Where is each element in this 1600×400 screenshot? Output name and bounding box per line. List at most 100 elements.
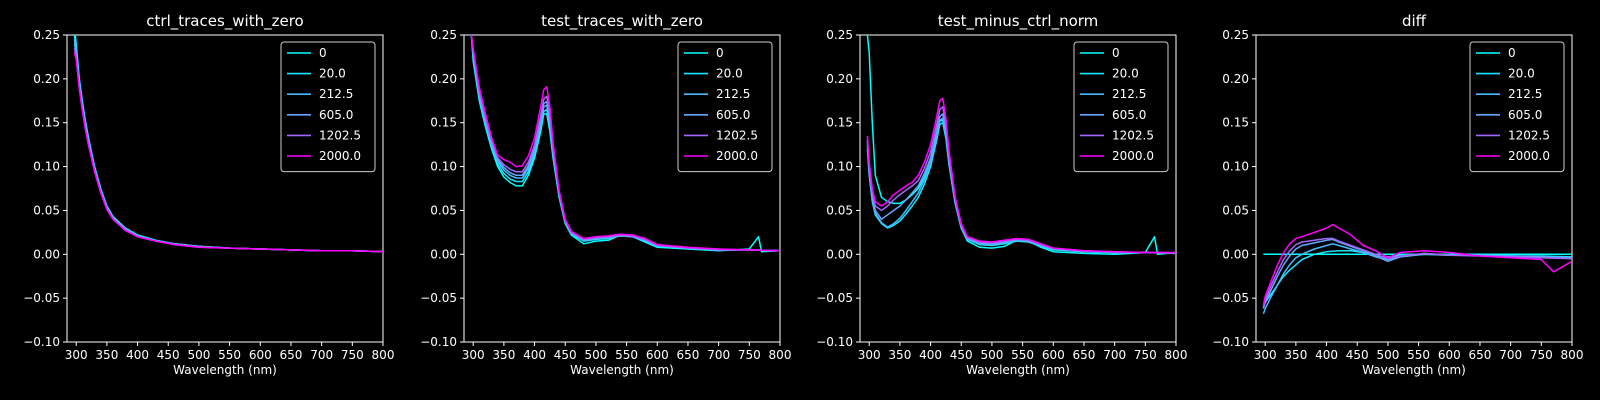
x-tick-label: 650	[677, 348, 700, 362]
y-tick-label: 0.15	[826, 116, 853, 130]
x-tick-label: 750	[341, 348, 364, 362]
legend-label: 212.5	[716, 87, 750, 101]
y-tick-label: 0.10	[1222, 160, 1249, 174]
x-tick-label: 700	[707, 348, 730, 362]
legend-label: 605.0	[1112, 108, 1146, 122]
y-tick-label: 0.10	[430, 160, 457, 174]
x-tick-label: 600	[646, 348, 669, 362]
legend-label: 0	[319, 46, 327, 60]
chart-title: ctrl_traces_with_zero	[146, 12, 303, 31]
x-tick-label: 500	[187, 348, 210, 362]
legend-label: 2000.0	[716, 149, 758, 163]
legend-label: 2000.0	[1112, 149, 1154, 163]
legend-frame	[1469, 41, 1565, 173]
x-tick-label: 400	[126, 348, 149, 362]
x-tick-label: 600	[249, 348, 272, 362]
series-group	[866, 35, 1176, 256]
x-axis-label: Wavelength (nm)	[173, 363, 277, 377]
legend-label: 20.0	[1112, 67, 1139, 81]
legend-label: 605.0	[319, 108, 353, 122]
x-tick-label: 750	[1134, 348, 1157, 362]
y-tick-label: 0.10	[33, 160, 60, 174]
legend: 0 20.0 212.5 605.0 1202.5 2000.0	[677, 41, 773, 173]
x-tick-label: 450	[950, 348, 973, 362]
x-tick-label: 400	[523, 348, 546, 362]
legend-label: 0	[1508, 46, 1516, 60]
chart-panel-4: diff 300 350 400 450 500 550 600 650 700 750 800 −0.…	[1212, 12, 1583, 377]
legend-label: 0	[716, 46, 724, 60]
y-tick-label: 0.20	[33, 72, 60, 86]
series-line-2000-0	[866, 97, 1176, 254]
y-tick-label: −0.05	[420, 291, 457, 305]
x-tick-label: 550	[1011, 348, 1034, 362]
x-tick-label: 350	[1284, 348, 1307, 362]
legend-label: 2000.0	[1508, 149, 1550, 163]
legend-label: 1202.5	[716, 128, 758, 142]
axes-frame	[1255, 34, 1573, 343]
x-tick-label: 550	[218, 348, 241, 362]
y-tick-label: −0.05	[1212, 291, 1249, 305]
chart-title: test_minus_ctrl_norm	[938, 12, 1099, 31]
x-tick-label: 550	[1407, 348, 1430, 362]
y-tick-label: −0.05	[23, 291, 60, 305]
legend-label: 212.5	[1508, 87, 1542, 101]
chart-panel-3: test_minus_ctrl_norm 300 350 400 450 500 550 60…	[816, 12, 1187, 377]
legend-label: 212.5	[319, 87, 353, 101]
x-tick-label: 300	[65, 348, 88, 362]
y-tick-label: 0.05	[1222, 203, 1249, 217]
x-tick-label: 800	[1165, 348, 1188, 362]
series-line-605-0	[866, 113, 1176, 255]
axes-frame	[859, 34, 1177, 343]
x-tick-label: 800	[769, 348, 792, 362]
series-line-1202-5	[1262, 237, 1572, 308]
y-tick-label: 0.05	[826, 203, 853, 217]
y-tick-label: 0.00	[430, 247, 457, 261]
x-tick-label: 450	[157, 348, 180, 362]
chart-title: test_traces_with_zero	[541, 12, 703, 31]
x-tick-label: 500	[980, 348, 1003, 362]
x-tick-label: 650	[280, 348, 303, 362]
x-tick-label: 750	[738, 348, 761, 362]
series-line-2000-0	[73, 52, 383, 253]
legend-frame	[1073, 41, 1169, 173]
legend-frame	[280, 41, 376, 173]
x-tick-label: 300	[858, 348, 881, 362]
y-tick-label: 0.25	[1222, 28, 1249, 42]
legend: 0 20.0 212.5 605.0 1202.5 2000.0	[1469, 41, 1565, 173]
legend-frame	[677, 41, 773, 173]
series-line-1202-5	[470, 35, 780, 252]
legend-label: 1202.5	[319, 128, 361, 142]
x-tick-label: 650	[1073, 348, 1096, 362]
y-tick-label: 0.10	[826, 160, 853, 174]
x-tick-label: 450	[1346, 348, 1369, 362]
x-tick-label: 700	[1103, 348, 1126, 362]
x-tick-label: 300	[1254, 348, 1277, 362]
x-tick-label: 550	[615, 348, 638, 362]
legend-label: 2000.0	[319, 149, 361, 163]
y-tick-label: 0.00	[33, 247, 60, 261]
series-group	[73, 35, 383, 253]
legend-label: 605.0	[716, 108, 750, 122]
legend-label: 20.0	[716, 67, 743, 81]
series-line-1202-5	[866, 106, 1176, 254]
legend-label: 20.0	[319, 67, 346, 81]
y-tick-label: −0.10	[816, 335, 853, 349]
chart-panel-2: test_traces_with_zero 300 350 400 450 500 550 6…	[420, 12, 791, 377]
legend: 0 20.0 212.5 605.0 1202.5 2000.0	[1073, 41, 1169, 173]
x-tick-label: 400	[1315, 348, 1338, 362]
series-group	[470, 35, 780, 253]
x-tick-label: 300	[462, 348, 485, 362]
x-tick-label: 750	[1530, 348, 1553, 362]
y-tick-label: 0.15	[1222, 116, 1249, 130]
legend-label: 212.5	[1112, 87, 1146, 101]
legend-label: 20.0	[1508, 67, 1535, 81]
series-line-605-0	[1262, 238, 1572, 309]
axes-frame	[463, 34, 781, 343]
x-tick-label: 500	[1376, 348, 1399, 362]
series-line-2000-0	[1262, 223, 1572, 306]
x-tick-label: 800	[1561, 348, 1584, 362]
legend: 0 20.0 212.5 605.0 1202.5 2000.0	[280, 41, 376, 173]
y-tick-label: 0.20	[1222, 72, 1249, 86]
x-tick-label: 800	[372, 348, 395, 362]
